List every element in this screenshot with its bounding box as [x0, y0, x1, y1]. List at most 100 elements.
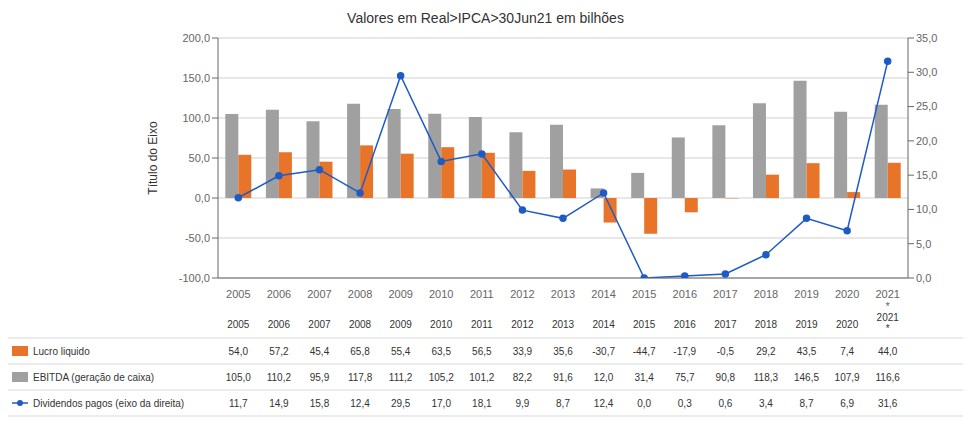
svg-text:117,8: 117,8	[348, 372, 373, 383]
svg-text:2010: 2010	[429, 288, 453, 300]
svg-text:15,8: 15,8	[310, 398, 330, 409]
svg-text:91,6: 91,6	[553, 372, 573, 383]
svg-text:14,9: 14,9	[269, 398, 289, 409]
svg-text:2018: 2018	[754, 288, 778, 300]
svg-text:10,0: 10,0	[916, 203, 937, 215]
svg-text:2013: 2013	[551, 288, 575, 300]
svg-text:110,2: 110,2	[267, 372, 292, 383]
svg-text:9,9: 9,9	[515, 398, 529, 409]
svg-text:5,0: 5,0	[916, 238, 931, 250]
svg-text:2010: 2010	[430, 319, 453, 330]
svg-text:2007: 2007	[307, 288, 331, 300]
svg-text:7,4: 7,4	[840, 346, 854, 357]
svg-text:2021*: 2021*	[875, 288, 899, 310]
svg-text:82,2: 82,2	[513, 372, 533, 383]
svg-text:33,9: 33,9	[513, 346, 533, 357]
svg-text:2015: 2015	[633, 319, 656, 330]
svg-text:0,0: 0,0	[916, 272, 931, 284]
svg-text:2013: 2013	[552, 319, 575, 330]
svg-text:2008: 2008	[348, 288, 372, 300]
svg-text:2009: 2009	[388, 288, 412, 300]
svg-text:17,0: 17,0	[432, 398, 452, 409]
svg-text:31,6: 31,6	[878, 398, 898, 409]
svg-text:29,5: 29,5	[391, 398, 411, 409]
svg-text:2005: 2005	[227, 319, 250, 330]
svg-text:107,9: 107,9	[835, 372, 860, 383]
svg-text:35,0: 35,0	[916, 32, 937, 44]
svg-text:65,8: 65,8	[350, 346, 370, 357]
svg-text:25,0: 25,0	[916, 100, 937, 112]
svg-text:2020: 2020	[835, 288, 859, 300]
svg-text:2014: 2014	[591, 288, 615, 300]
svg-text:-44,7: -44,7	[633, 346, 656, 357]
svg-text:75,7: 75,7	[675, 372, 695, 383]
svg-text:0,3: 0,3	[678, 398, 692, 409]
svg-text:3,4: 3,4	[759, 398, 773, 409]
svg-text:18,1: 18,1	[472, 398, 492, 409]
svg-text:63,5: 63,5	[432, 346, 452, 357]
svg-text:2012: 2012	[511, 319, 534, 330]
svg-text:2006: 2006	[267, 288, 291, 300]
svg-text:44,0: 44,0	[878, 346, 898, 357]
svg-text:0,0: 0,0	[195, 192, 210, 204]
svg-text:EBITDA (geração de caixa): EBITDA (geração de caixa)	[33, 372, 154, 383]
svg-text:2008: 2008	[349, 319, 372, 330]
svg-text:111,2: 111,2	[389, 372, 413, 383]
svg-text:2011: 2011	[471, 319, 493, 330]
svg-text:200,0: 200,0	[182, 32, 210, 44]
svg-text:54,0: 54,0	[229, 346, 249, 357]
svg-text:Dividendos pagos (eixo da dire: Dividendos pagos (eixo da direita)	[33, 398, 184, 409]
svg-text:30,0: 30,0	[916, 66, 937, 78]
svg-text:12,0: 12,0	[594, 372, 614, 383]
svg-text:2021*: 2021*	[877, 312, 900, 334]
svg-text:2011: 2011	[470, 288, 494, 300]
svg-text:0,0: 0,0	[637, 398, 651, 409]
svg-text:31,4: 31,4	[634, 372, 654, 383]
svg-text:0,6: 0,6	[718, 398, 732, 409]
svg-text:50,0: 50,0	[189, 152, 210, 164]
svg-text:100,0: 100,0	[182, 112, 210, 124]
svg-text:105,2: 105,2	[429, 372, 454, 383]
svg-text:2016: 2016	[673, 288, 697, 300]
svg-text:150,0: 150,0	[182, 72, 210, 84]
svg-text:2012: 2012	[510, 288, 534, 300]
svg-text:Título do Eixo: Título do Eixo	[146, 121, 160, 195]
svg-text:56,5: 56,5	[472, 346, 492, 357]
svg-text:2017: 2017	[713, 288, 737, 300]
svg-text:29,2: 29,2	[756, 346, 776, 357]
svg-text:101,2: 101,2	[469, 372, 494, 383]
svg-text:-30,7: -30,7	[592, 346, 615, 357]
svg-text:-50,0: -50,0	[185, 232, 210, 244]
svg-text:6,9: 6,9	[840, 398, 854, 409]
svg-text:8,7: 8,7	[800, 398, 814, 409]
svg-text:-0,5: -0,5	[717, 346, 735, 357]
svg-text:2006: 2006	[268, 319, 291, 330]
svg-text:2014: 2014	[592, 319, 615, 330]
svg-text:57,2: 57,2	[269, 346, 289, 357]
svg-text:Lucro liquido: Lucro liquido	[33, 346, 90, 357]
svg-text:12,4: 12,4	[594, 398, 614, 409]
svg-text:2018: 2018	[755, 319, 778, 330]
svg-text:146,5: 146,5	[794, 372, 819, 383]
svg-text:2007: 2007	[308, 319, 331, 330]
svg-text:55,4: 55,4	[391, 346, 411, 357]
svg-text:45,4: 45,4	[310, 346, 330, 357]
svg-text:90,8: 90,8	[716, 372, 736, 383]
svg-text:95,9: 95,9	[310, 372, 330, 383]
svg-text:2009: 2009	[390, 319, 413, 330]
svg-text:2019: 2019	[794, 288, 818, 300]
svg-text:105,0: 105,0	[226, 372, 251, 383]
svg-text:35,6: 35,6	[553, 346, 573, 357]
svg-text:116,6: 116,6	[876, 372, 901, 383]
svg-text:-100,0: -100,0	[179, 272, 210, 284]
svg-text:2019: 2019	[795, 319, 818, 330]
svg-text:2017: 2017	[714, 319, 737, 330]
svg-text:8,7: 8,7	[556, 398, 570, 409]
svg-text:-17,9: -17,9	[673, 346, 696, 357]
svg-text:11,7: 11,7	[229, 398, 248, 409]
svg-text:20,0: 20,0	[916, 135, 937, 147]
svg-text:43,5: 43,5	[797, 346, 817, 357]
svg-text:118,3: 118,3	[754, 372, 779, 383]
svg-text:2015: 2015	[632, 288, 656, 300]
svg-text:2005: 2005	[226, 288, 250, 300]
